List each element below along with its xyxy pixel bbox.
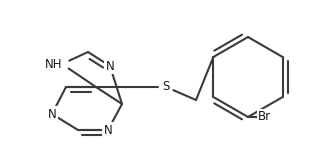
Text: Br: Br <box>258 111 271 123</box>
Text: NH: NH <box>44 57 62 71</box>
Text: S: S <box>162 81 170 93</box>
Text: N: N <box>48 107 56 121</box>
Text: N: N <box>103 123 112 136</box>
Text: N: N <box>106 59 114 73</box>
